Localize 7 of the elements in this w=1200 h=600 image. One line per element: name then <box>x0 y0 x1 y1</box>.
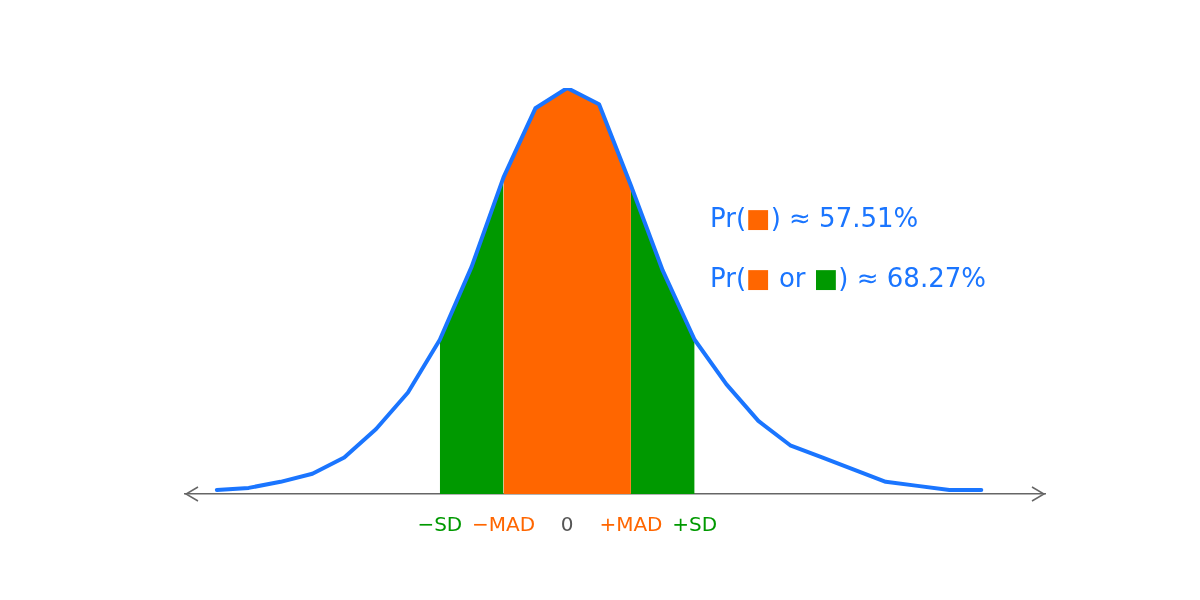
x-tick-label: −MAD <box>471 512 536 537</box>
annotation: Pr(■ or ■) ≈ 68.27% <box>710 262 986 295</box>
x-tick-label: +MAD <box>599 512 663 537</box>
x-tick-label: −SD <box>417 512 463 537</box>
annotation: Pr(■) ≈ 57.51% <box>710 202 920 235</box>
x-tick-label: 0 <box>560 512 574 537</box>
x-tick-label: +SD <box>672 512 718 537</box>
